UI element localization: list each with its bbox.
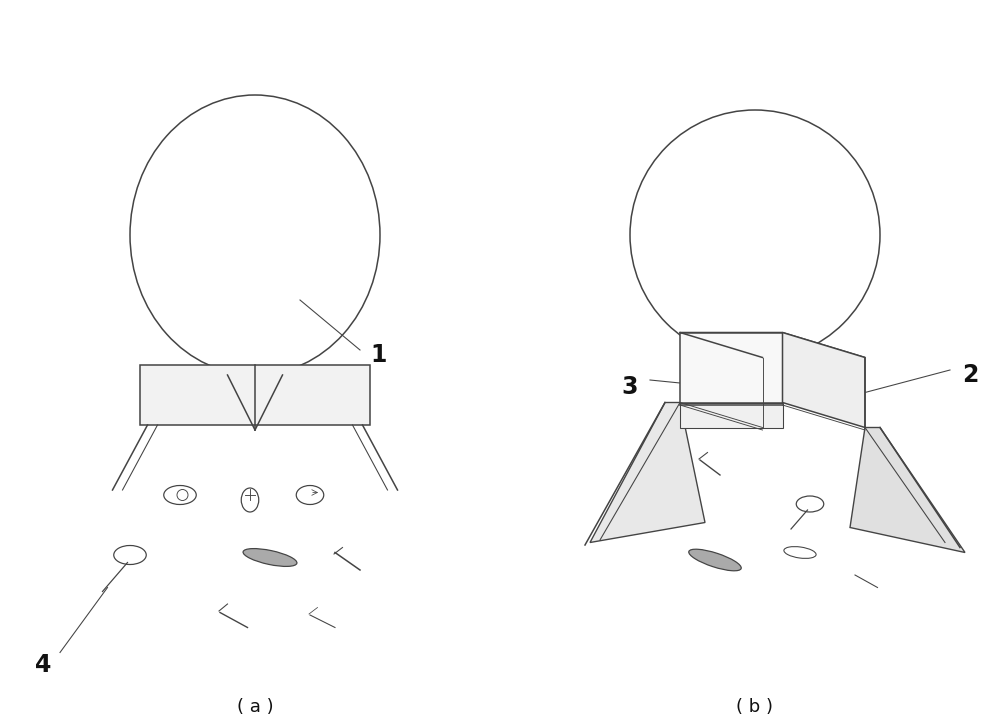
Text: 4: 4 [35, 653, 51, 677]
Ellipse shape [630, 110, 880, 360]
Polygon shape [680, 402, 782, 428]
Text: 3: 3 [622, 376, 638, 399]
Ellipse shape [689, 550, 741, 571]
Polygon shape [850, 428, 965, 552]
Polygon shape [590, 402, 705, 542]
Text: 2: 2 [962, 363, 979, 387]
Polygon shape [782, 333, 865, 428]
Text: 1: 1 [370, 343, 386, 367]
Text: ( b ): ( b ) [736, 698, 774, 716]
Polygon shape [680, 333, 865, 357]
Polygon shape [680, 333, 782, 402]
Text: ( a ): ( a ) [237, 698, 273, 716]
Ellipse shape [243, 549, 297, 566]
Ellipse shape [130, 95, 380, 375]
Bar [140, 365, 370, 425]
